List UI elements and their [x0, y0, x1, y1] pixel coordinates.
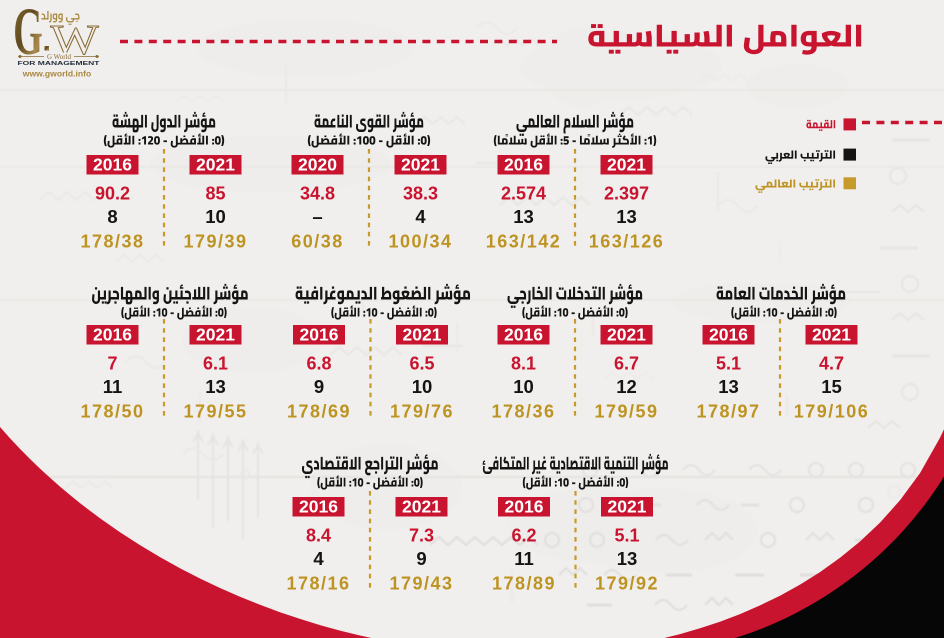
svg-text:2016: 2016 — [505, 497, 544, 517]
svg-text:10: 10 — [513, 376, 534, 397]
svg-text:2.397: 2.397 — [604, 184, 649, 204]
svg-text:179/92: 179/92 — [595, 574, 659, 594]
svg-text:7.3: 7.3 — [409, 526, 434, 546]
svg-text:179/59: 179/59 — [594, 402, 658, 422]
svg-text:2016: 2016 — [93, 325, 132, 345]
svg-text:–: – — [312, 206, 322, 227]
svg-text:9: 9 — [416, 548, 426, 569]
svg-text:2021: 2021 — [812, 325, 851, 345]
svg-text:13: 13 — [617, 548, 638, 569]
svg-text:2016: 2016 — [299, 497, 338, 517]
svg-text:6.2: 6.2 — [511, 526, 536, 546]
svg-text:179/39: 179/39 — [183, 232, 247, 252]
svg-text:178/16: 178/16 — [286, 574, 350, 594]
svg-text:178/38: 178/38 — [80, 232, 144, 252]
svg-text:2016: 2016 — [504, 155, 543, 175]
svg-text:2021: 2021 — [608, 497, 647, 517]
svg-text:11: 11 — [514, 548, 534, 569]
svg-text:85: 85 — [205, 184, 225, 204]
svg-text:G: G — [13, 0, 43, 69]
svg-text:6.1: 6.1 — [203, 354, 228, 374]
svg-text:10: 10 — [205, 206, 226, 227]
svg-text:15: 15 — [821, 376, 842, 397]
svg-text:4: 4 — [313, 548, 324, 569]
svg-text:60/38: 60/38 — [291, 232, 344, 252]
svg-text:5.1: 5.1 — [716, 354, 741, 374]
svg-text:2016: 2016 — [504, 325, 543, 345]
svg-text:2.574: 2.574 — [501, 184, 546, 204]
svg-text:4: 4 — [415, 206, 426, 227]
svg-text:13: 13 — [205, 376, 226, 397]
svg-text:10: 10 — [412, 376, 433, 397]
svg-text:7: 7 — [107, 354, 117, 374]
svg-text:2021: 2021 — [607, 155, 646, 175]
svg-text:179/76: 179/76 — [390, 402, 454, 422]
svg-text:8: 8 — [107, 206, 117, 227]
svg-text:2020: 2020 — [298, 155, 337, 175]
svg-text:178/50: 178/50 — [80, 402, 144, 422]
svg-text:11: 11 — [103, 376, 123, 397]
svg-text:2021: 2021 — [196, 325, 235, 345]
svg-text:13: 13 — [616, 206, 637, 227]
svg-text:G World: G World — [47, 53, 72, 61]
svg-text:178/97: 178/97 — [696, 402, 760, 422]
svg-text:34.8: 34.8 — [300, 184, 335, 204]
svg-text:6.8: 6.8 — [306, 354, 331, 374]
svg-text:179/55: 179/55 — [183, 402, 247, 422]
svg-text:8.1: 8.1 — [511, 354, 536, 374]
svg-text:163/126: 163/126 — [589, 232, 665, 252]
svg-text:2021: 2021 — [607, 325, 646, 345]
svg-text:5.1: 5.1 — [614, 526, 639, 546]
svg-text:163/142: 163/142 — [486, 232, 562, 252]
svg-text:2016: 2016 — [709, 325, 748, 345]
svg-text:2021: 2021 — [402, 497, 441, 517]
svg-text:2021: 2021 — [401, 155, 440, 175]
svg-text:90.2: 90.2 — [95, 184, 130, 204]
svg-text:FOR MANAGEMENT: FOR MANAGEMENT — [18, 61, 101, 67]
svg-text:100/34: 100/34 — [388, 232, 452, 252]
svg-text:2021: 2021 — [196, 155, 235, 175]
svg-text:2016: 2016 — [93, 155, 132, 175]
svg-text:38.3: 38.3 — [403, 184, 438, 204]
svg-text:www.gworld.info: www.gworld.info — [22, 69, 91, 79]
svg-text:8.4: 8.4 — [306, 526, 331, 546]
svg-text:178/89: 178/89 — [492, 574, 556, 594]
svg-text:4.7: 4.7 — [819, 354, 844, 374]
svg-text:179/106: 179/106 — [794, 402, 870, 422]
svg-text:178/69: 178/69 — [287, 402, 351, 422]
svg-text:13: 13 — [718, 376, 739, 397]
svg-text:178/36: 178/36 — [491, 402, 555, 422]
svg-text:6.5: 6.5 — [409, 354, 434, 374]
svg-text:179/43: 179/43 — [389, 574, 453, 594]
svg-text:6.7: 6.7 — [614, 354, 639, 374]
svg-text:2016: 2016 — [300, 325, 339, 345]
svg-text:9: 9 — [314, 376, 324, 397]
svg-text:2021: 2021 — [403, 325, 442, 345]
svg-text:13: 13 — [513, 206, 534, 227]
svg-text:12: 12 — [616, 376, 637, 397]
